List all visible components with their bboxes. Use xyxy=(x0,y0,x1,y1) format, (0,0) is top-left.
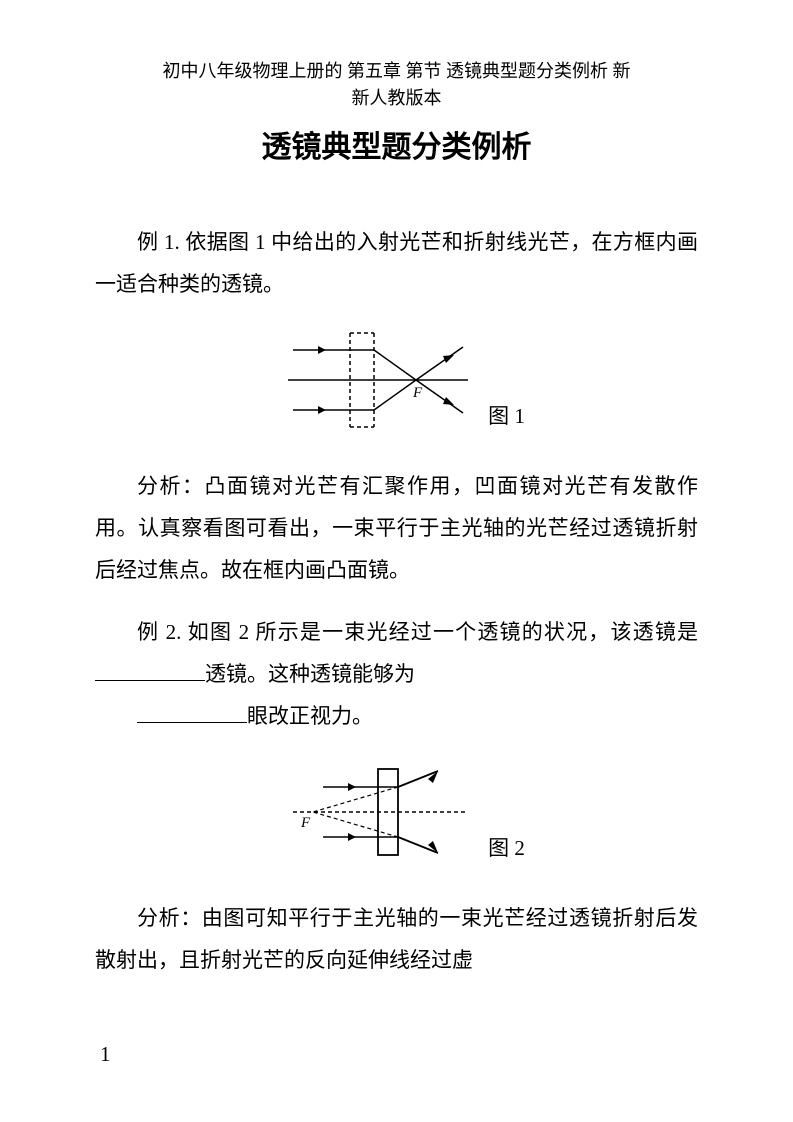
example2-text: 例 2. 如图 2 所示是一束光经过一个透镜的状况，该透镜是透镜。这种透镜能够为… xyxy=(95,611,698,737)
figure2-diagram: F xyxy=(268,757,468,867)
figure1-container: F 图 1 xyxy=(95,325,698,435)
figure1-label: 图 1 xyxy=(488,400,525,430)
main-title: 透镜典型题分类例析 xyxy=(95,122,698,166)
blank1 xyxy=(95,660,205,681)
header-line2: 新人教版本 xyxy=(95,85,698,112)
example2-part1: 例 2. 如图 2 所示是一束光经过一个透镜的状况，该透镜是 xyxy=(137,620,698,644)
example1-text: 例 1. 依据图 1 中给出的入射光芒和折射线光芒，在方框内画一适合种类的透镜。 xyxy=(95,221,698,305)
figure2-label: 图 2 xyxy=(488,832,525,862)
svg-text:F: F xyxy=(412,385,423,401)
header-line1: 初中八年级物理上册的 第五章 第节 透镜典型题分类例析 新 xyxy=(95,58,698,85)
example2-part3: 眼改正视力。 xyxy=(247,704,373,728)
document-header: 初中八年级物理上册的 第五章 第节 透镜典型题分类例析 新 新人教版本 xyxy=(95,58,698,112)
analysis1-text: 分析：凸面镜对光芒有汇聚作用，凹面镜对光芒有发散作用。认真察看图可看出，一束平行… xyxy=(95,465,698,591)
svg-text:F: F xyxy=(300,815,311,831)
page-number: 1 xyxy=(100,1042,111,1067)
figure1-diagram: F xyxy=(268,325,468,435)
blank2 xyxy=(137,702,247,723)
figure2-container: F 图 2 xyxy=(95,757,698,867)
analysis2-text: 分析：由图可知平行于主光轴的一束光芒经过透镜折射后发散射出，且折射光芒的反向延伸… xyxy=(95,897,698,981)
example2-part2: 透镜。这种透镜能够为 xyxy=(205,662,415,686)
